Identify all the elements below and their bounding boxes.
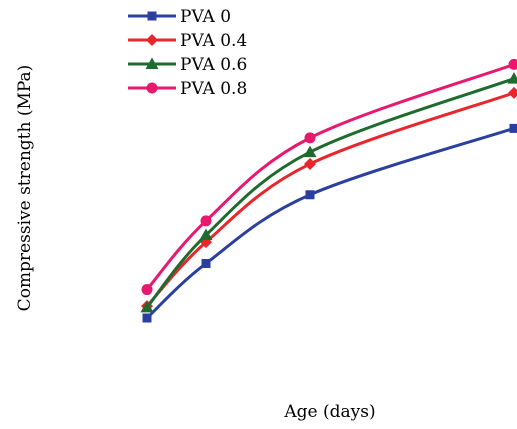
legend-marker-pva-0-4: [146, 34, 158, 46]
data-point-pva-0-6-1: [199, 228, 213, 241]
data-point-pva-0-3: [509, 123, 517, 133]
legend-label-pva-0-4: PVA 0.4: [180, 31, 247, 51]
legend-marker-pva-0-8: [146, 82, 158, 94]
legend-item-pva-0-4: PVA 0.4: [128, 31, 247, 51]
series-line-pva-0: [145, 126, 515, 320]
data-point-pva-0-1: [201, 258, 211, 268]
data-point-pva-0-6-0: [140, 300, 154, 313]
legend-label-pva-0: PVA 0: [180, 7, 231, 27]
y-axis-title: Compressive strength (MPa): [15, 65, 35, 312]
data-point-pva-0-8-3: [508, 58, 517, 70]
data-point-pva-0-6-3: [507, 72, 517, 84]
data-point-pva-0-4-2: [304, 157, 316, 170]
series-line-pva-0-8: [145, 62, 515, 291]
series-line-pva-0-4: [145, 91, 515, 308]
series-pva-0: [142, 123, 517, 323]
data-point-pva-0-6-2: [303, 145, 317, 158]
x-axis-title: Age (days): [283, 402, 375, 422]
series-pva-0-6: [140, 72, 517, 313]
legend-marker-pva-0: [147, 11, 157, 21]
legend-item-pva-0-6: PVA 0.6: [128, 55, 247, 75]
data-point-pva-0-8-2: [304, 132, 316, 144]
series-pva-0-8: [141, 58, 517, 296]
legend-item-pva-0-8: PVA 0.8: [128, 79, 247, 99]
legend-marker-pva-0-6: [145, 57, 159, 69]
legend-label-pva-0-8: PVA 0.8: [180, 79, 247, 99]
data-point-pva-0-8-0: [141, 284, 153, 296]
data-point-pva-0-4-3: [508, 86, 517, 99]
series-pva-0-4: [141, 86, 517, 313]
legend-item-pva-0: PVA 0: [128, 7, 231, 27]
data-point-pva-0-2: [305, 190, 315, 200]
series-line-pva-0-6: [145, 77, 515, 309]
legend-label-pva-0-6: PVA 0.6: [180, 55, 247, 75]
data-point-pva-0-0: [142, 313, 152, 323]
plot-area: [140, 58, 517, 323]
data-point-pva-0-8-1: [200, 215, 212, 227]
legend: PVA 0 PVA 0.4 PVA 0.6 PVA 0.8: [128, 7, 247, 99]
